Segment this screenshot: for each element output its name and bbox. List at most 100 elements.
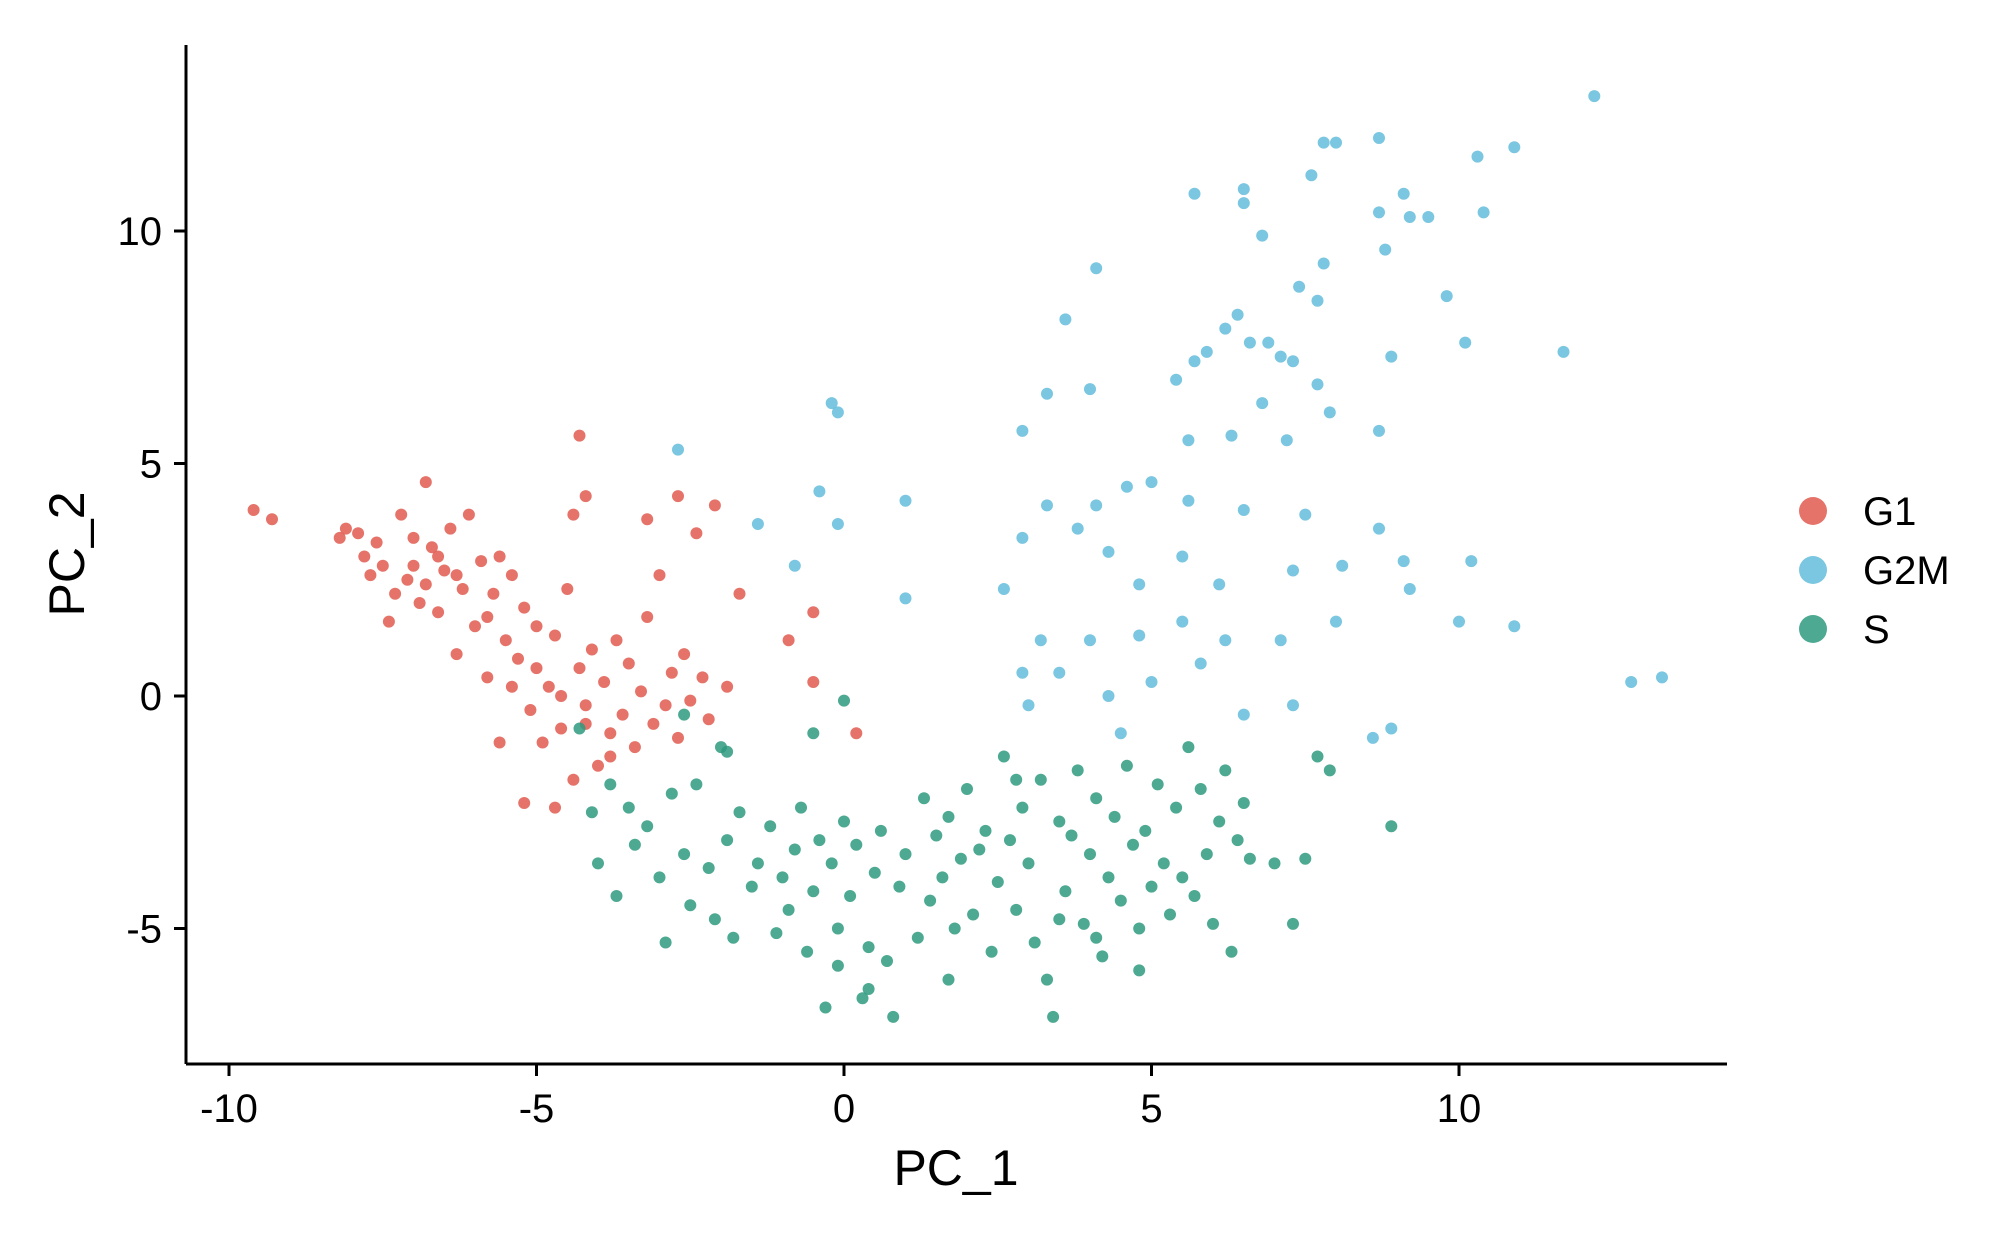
- point-s: [961, 783, 973, 795]
- point-g1: [610, 634, 623, 647]
- point-s: [1034, 773, 1047, 786]
- point-g1: [481, 671, 494, 684]
- point-g1: [616, 708, 629, 721]
- point-g2m: [1200, 345, 1213, 358]
- legend-label-g1: G1: [1863, 490, 1916, 534]
- point-s: [1139, 824, 1152, 837]
- point-s: [1114, 894, 1127, 907]
- point-g1: [622, 657, 635, 670]
- point-g1: [518, 601, 531, 614]
- point-s: [1219, 764, 1232, 777]
- point-g1: [266, 513, 278, 526]
- point-g2m: [1219, 634, 1232, 647]
- point-s: [918, 792, 930, 805]
- point-g1: [555, 690, 568, 702]
- y-tick-label: 0: [140, 675, 162, 719]
- point-g2m: [1373, 206, 1385, 219]
- x-tick-label: 5: [1140, 1087, 1162, 1131]
- point-s: [997, 750, 1010, 763]
- point-s: [1041, 973, 1053, 986]
- point-s: [1213, 815, 1226, 828]
- x-axis-ticks: -10 -5 0 5 10: [200, 1064, 1481, 1131]
- point-g2m: [1090, 499, 1103, 512]
- point-g2m: [1287, 699, 1299, 712]
- point-g1: [561, 583, 574, 595]
- point-g2m: [1090, 262, 1103, 275]
- x-tick-label: 0: [833, 1087, 855, 1131]
- point-g2m: [1317, 257, 1330, 270]
- point-g2m: [1170, 373, 1183, 386]
- point-s: [881, 955, 893, 967]
- point-g2m: [1330, 615, 1342, 628]
- point-s: [1176, 871, 1189, 884]
- point-g1: [573, 662, 586, 675]
- point-g2m: [1373, 522, 1385, 535]
- point-s: [1090, 792, 1103, 805]
- point-g2m: [751, 518, 764, 530]
- point-s: [831, 959, 844, 972]
- point-g2m: [788, 559, 801, 572]
- point-s: [942, 973, 955, 986]
- point-g1: [395, 508, 408, 521]
- point-g2m: [1477, 206, 1490, 219]
- point-s: [1188, 890, 1201, 902]
- point-g2m: [1182, 494, 1195, 507]
- point-g1: [487, 587, 500, 600]
- point-g2m: [899, 592, 912, 605]
- point-s: [604, 778, 617, 791]
- point-g2m: [1219, 322, 1232, 335]
- point-g2m: [1323, 406, 1336, 419]
- point-g1: [684, 694, 697, 707]
- point-s: [745, 880, 758, 893]
- point-s: [721, 745, 734, 758]
- point-g2m: [1311, 378, 1324, 391]
- point-g1: [505, 680, 518, 693]
- point-g1: [807, 676, 820, 688]
- x-tick-label: -10: [200, 1087, 258, 1131]
- point-s: [1311, 750, 1324, 763]
- point-g2m: [1041, 499, 1053, 512]
- point-g2m: [1188, 187, 1201, 200]
- point-g2m: [1287, 564, 1299, 577]
- point-g2m: [1366, 731, 1379, 744]
- point-s: [991, 876, 1004, 888]
- point-s: [776, 871, 789, 884]
- point-g1: [536, 736, 549, 749]
- point-g2m: [1102, 690, 1115, 702]
- point-g1: [481, 611, 494, 623]
- point-g1: [407, 559, 420, 572]
- x-tick-label: 10: [1437, 1087, 1482, 1131]
- point-g1: [370, 536, 383, 549]
- point-g2m: [1508, 141, 1521, 154]
- point-g1: [512, 652, 524, 665]
- point-s: [1096, 950, 1109, 963]
- point-g2m: [1588, 90, 1601, 103]
- point-g2m: [997, 583, 1010, 595]
- point-s: [893, 880, 906, 893]
- point-g2m: [1237, 197, 1250, 210]
- point-g1: [604, 727, 617, 740]
- point-g1: [850, 727, 863, 740]
- point-g1: [352, 527, 365, 540]
- point-g1: [672, 490, 684, 503]
- point-s: [1243, 852, 1256, 865]
- point-g1: [721, 680, 734, 693]
- point-g2m: [1293, 280, 1306, 293]
- point-s: [1053, 913, 1066, 926]
- point-s: [1151, 778, 1164, 791]
- point-g1: [782, 634, 795, 647]
- point-s: [622, 801, 635, 814]
- point-g1: [604, 750, 617, 763]
- point-g1: [807, 606, 820, 619]
- point-s: [1225, 945, 1238, 958]
- point-g1: [567, 773, 580, 786]
- point-s: [838, 815, 850, 828]
- point-s: [856, 992, 869, 1005]
- point-g1: [579, 699, 592, 712]
- point-g2m: [831, 518, 844, 530]
- point-g2m: [1397, 555, 1410, 568]
- point-g2m: [1084, 383, 1096, 396]
- points-layer: [247, 90, 1668, 1023]
- point-g1: [401, 573, 414, 586]
- point-g1: [524, 704, 537, 716]
